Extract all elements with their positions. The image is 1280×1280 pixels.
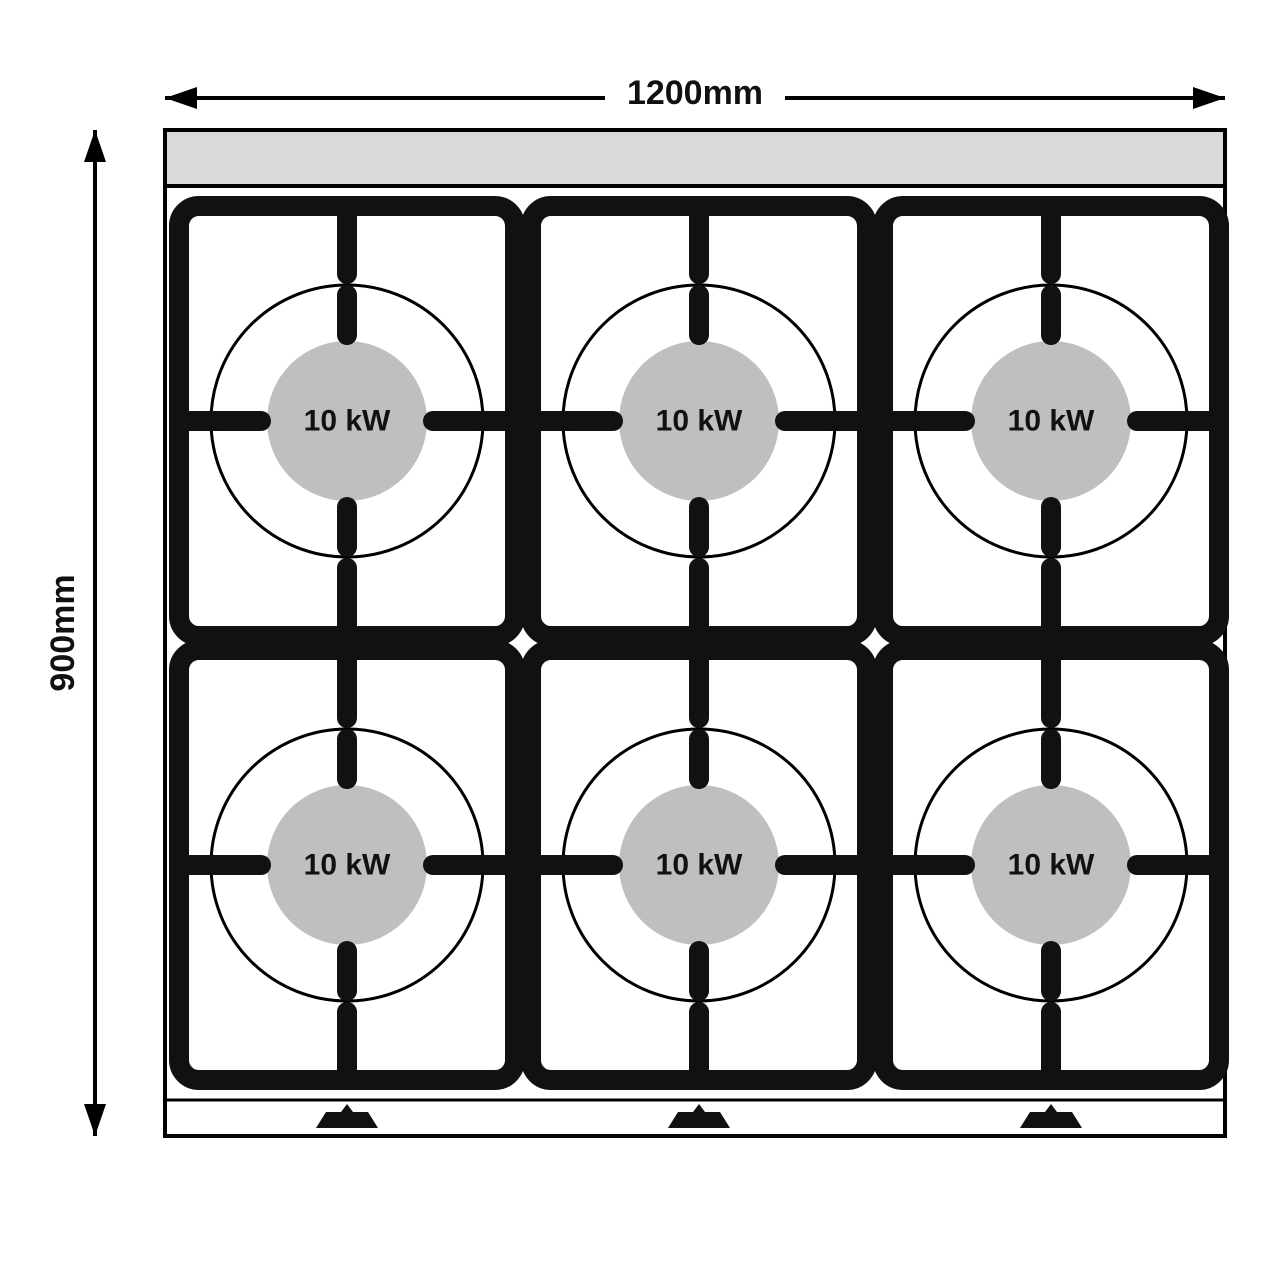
dimension-arrowhead-icon	[84, 130, 106, 162]
dimension-arrowhead-icon	[165, 87, 197, 109]
burner-power-label: 10 kW	[656, 849, 743, 882]
burner-power-label: 10 kW	[656, 405, 743, 438]
cooktop-header-bar	[165, 130, 1225, 186]
dimension-arrowhead-icon	[1193, 87, 1225, 109]
burner-power-label: 10 kW	[1008, 405, 1095, 438]
dimension-height-label: 900mm	[44, 574, 82, 691]
control-knob-icon	[668, 1112, 730, 1128]
dimension-width-label: 1200mm	[627, 74, 763, 112]
burner-power-label: 10 kW	[1008, 849, 1095, 882]
burner-power-label: 10 kW	[304, 849, 391, 882]
control-knob-icon	[316, 1112, 378, 1128]
dimension-height-label-group: 900mm	[37, 553, 82, 713]
control-knob-icon	[1020, 1112, 1082, 1128]
dimension-arrowhead-icon	[84, 1104, 106, 1136]
burner-power-label: 10 kW	[304, 405, 391, 438]
